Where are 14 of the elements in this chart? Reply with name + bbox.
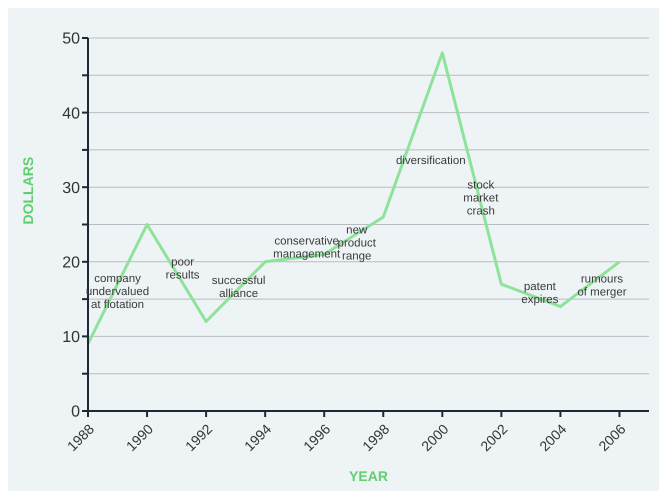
y-tick-label: 50 (62, 30, 80, 48)
y-tick-label: 40 (62, 105, 80, 122)
annotation: successful alliance (212, 275, 266, 300)
y-tick-label: 30 (62, 180, 80, 197)
annotation: stock market crash (463, 180, 500, 218)
annotation: diversification (396, 155, 466, 168)
annotation: rumours of merger (577, 274, 627, 299)
y-tick-label: 10 (62, 329, 80, 346)
annotation: patent expires (521, 280, 559, 306)
x-axis-title: YEAR (349, 468, 388, 484)
annotation: poor results (166, 256, 200, 282)
y-axis-title: DOLLARS (20, 156, 36, 224)
y-tick-label: 20 (62, 254, 80, 272)
y-tick-label: 0 (71, 404, 80, 421)
